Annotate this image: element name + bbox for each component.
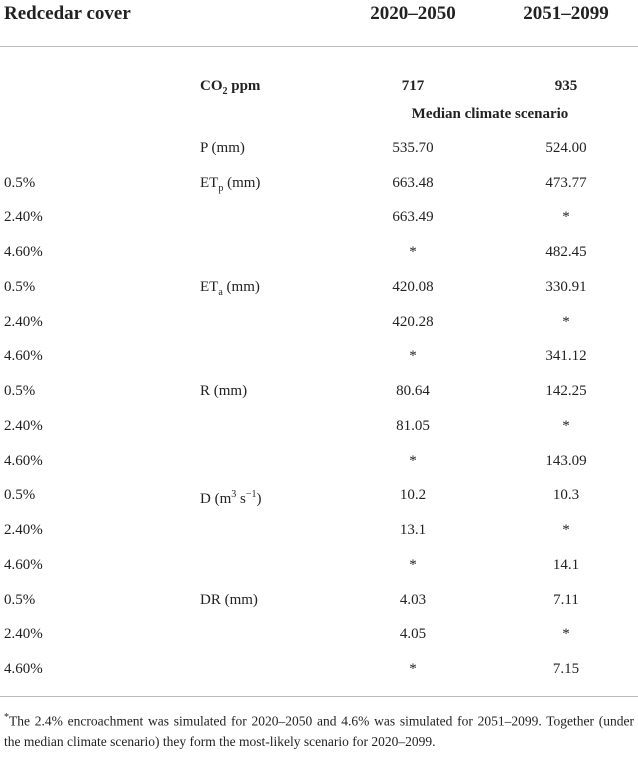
table-cell: ETa (mm) xyxy=(200,277,260,303)
cell-text-part: (mm) xyxy=(222,278,260,295)
table-cell: 0.5% xyxy=(4,383,36,400)
table-cell: 4.60% xyxy=(4,244,43,261)
table-cell: 717 xyxy=(401,78,425,94)
table-cell: 4.60% xyxy=(4,452,43,469)
table-cell: * xyxy=(409,556,417,573)
table-cell: 7.15 xyxy=(552,661,580,677)
cell-text-part: R (mm) xyxy=(200,383,248,400)
table-cell: D (m3 s−1) xyxy=(200,485,261,509)
table-cell: * xyxy=(409,244,417,261)
table-cell: * xyxy=(562,626,570,643)
table-cell: R (mm) xyxy=(200,381,247,401)
table-cell: 935 xyxy=(554,78,578,94)
table-cell: DR (mm) xyxy=(200,590,258,610)
table-cell: 420.08 xyxy=(392,278,434,295)
cell-text-part: DR (mm) xyxy=(200,591,258,608)
table-cell: 0.5% xyxy=(4,174,36,191)
table-cell: 13.1 xyxy=(399,522,427,539)
table-cell: 482.45 xyxy=(545,244,587,261)
table-cell: 2.40% xyxy=(4,626,43,643)
table-cell: 330.91 xyxy=(545,278,587,295)
table-cell: 10.2 xyxy=(399,487,427,504)
cell-text-part: ET xyxy=(200,174,219,191)
footnote-text: The 2.4% encroachment was simulated for … xyxy=(4,713,634,749)
cell-text-part: −1 xyxy=(245,489,257,501)
table-cell: 2.40% xyxy=(4,209,43,226)
table-cell: 535.70 xyxy=(392,140,434,156)
table-cell: 473.77 xyxy=(545,174,587,191)
cell-text-part: 3 xyxy=(231,489,237,501)
table-cell: 10.3 xyxy=(552,487,580,504)
table-cell: 2020–2050 xyxy=(370,3,456,24)
table-cell: 420.28 xyxy=(392,313,434,330)
cell-text-part: CO xyxy=(200,78,223,94)
table-cell: * xyxy=(409,661,417,677)
table-cell: * xyxy=(562,209,570,226)
table-cell: 0.5% xyxy=(4,591,36,608)
table-cell: P (mm) xyxy=(200,138,245,158)
table-cell: ETp (mm) xyxy=(200,173,260,199)
footnote-mark: * xyxy=(4,712,9,723)
footnote: *The 2.4% encroachment was simulated for… xyxy=(4,708,634,752)
cell-text-part: ET xyxy=(200,278,219,295)
table-cell: 2.40% xyxy=(4,313,43,330)
table-cell: 663.48 xyxy=(392,174,434,191)
table-cell: * xyxy=(562,313,570,330)
table-cell: 4.03 xyxy=(399,591,427,608)
table-cell: 663.49 xyxy=(392,209,434,226)
cell-text-part: (mm) xyxy=(223,174,261,191)
table-cell: 341.12 xyxy=(545,348,587,365)
table-cell: 4.60% xyxy=(4,661,43,677)
table-cell: 80.64 xyxy=(396,383,430,400)
table-cell: 2.40% xyxy=(4,522,43,539)
table-cell: 0.5% xyxy=(4,487,36,504)
scenario-label: Median climate scenario xyxy=(411,106,569,122)
table-cell: 143.09 xyxy=(545,452,587,469)
cell-text-part: D (m xyxy=(200,491,232,508)
table-cell: 14.1 xyxy=(552,556,580,573)
cell-text-part: ppm xyxy=(227,78,261,94)
cell-text-part: p xyxy=(218,182,224,194)
cell-text-part: 2 xyxy=(222,86,228,97)
table-cell: * xyxy=(409,452,417,469)
table-cell: 0.5% xyxy=(4,278,36,295)
table-cell: 4.05 xyxy=(399,626,427,643)
table-cell: 524.00 xyxy=(545,140,587,156)
bottom-rule xyxy=(0,696,638,697)
cell-text-part: P (mm) xyxy=(200,140,245,156)
cell-text-part: ) xyxy=(256,491,262,508)
table-cell: * xyxy=(562,417,570,434)
table-cell: 2.40% xyxy=(4,417,43,434)
table-cell: CO2 ppm xyxy=(200,76,260,102)
header-rule xyxy=(0,46,638,47)
table-cell: 81.05 xyxy=(396,417,430,434)
cell-text-part: a xyxy=(218,286,223,298)
table-cell: 4.60% xyxy=(4,348,43,365)
table-cell: 2051–2099 xyxy=(523,3,609,24)
table-cell: Redcedar cover xyxy=(4,3,131,24)
cell-text-part: s xyxy=(236,491,246,508)
table-cell: 4.60% xyxy=(4,556,43,573)
table-cell: 142.25 xyxy=(545,383,587,400)
table-cell: 7.11 xyxy=(553,591,579,608)
table-cell: * xyxy=(562,522,570,539)
table-cell: * xyxy=(409,348,417,365)
